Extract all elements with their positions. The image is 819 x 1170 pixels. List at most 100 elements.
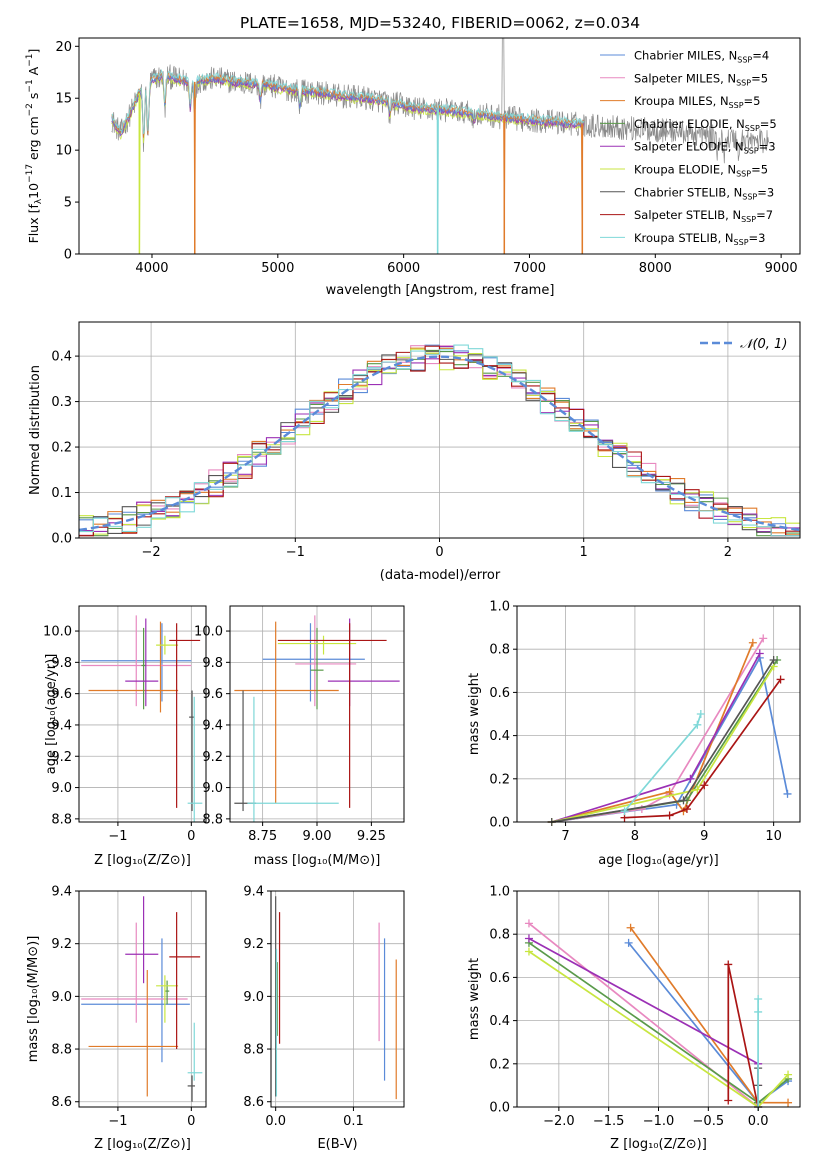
y-tick-label: 0.8 (489, 643, 510, 658)
legend-entry: Salpeter STELIB, NSSP=7 (634, 208, 773, 224)
normal-reference-curve (78, 355, 801, 532)
y-tick-label: 9.2 (243, 937, 264, 952)
x-axis-label: Z [log₁₀(Z/Z⊙)] (610, 1137, 707, 1152)
y-tick-label: 0.8 (489, 928, 510, 943)
y-tick-label: 9.4 (202, 718, 223, 733)
model-spectrum (111, 76, 584, 255)
point-marker (682, 805, 691, 814)
axes-frame (78, 890, 207, 1108)
y-tick-label: 20 (55, 40, 72, 55)
legend-entry: Chabrier ELODIE, NSSP=5 (634, 117, 777, 133)
y-tick-label: 0.0 (489, 816, 510, 831)
point-marker (784, 1098, 793, 1107)
point-marker (724, 960, 733, 969)
legend-entry: Chabrier STELIB, NSSP=3 (634, 185, 774, 201)
chart-title: PLATE=1658, MJD=53240, FIBERID=0062, z=0… (240, 14, 640, 32)
y-tick-label: 0 (64, 248, 72, 263)
y-tick-label: 0.0 (51, 532, 72, 547)
x-tick-label: 8000 (639, 261, 672, 276)
x-tick-label: −1 (108, 1114, 127, 1129)
y-tick-label: 8.8 (202, 812, 223, 827)
series-line (629, 927, 788, 1104)
point-marker (784, 1070, 793, 1079)
y-axis-label: Flux [fλ10−17 erg cm−2 s−1 A−1] (25, 49, 44, 244)
x-tick-label: −2.0 (543, 1114, 575, 1129)
y-tick-label: 9.6 (202, 687, 223, 702)
axes-frame (78, 605, 207, 823)
histograms (79, 344, 800, 537)
y-tick-label: 0.4 (489, 729, 510, 744)
point-marker (626, 923, 635, 932)
y-tick-label: 9.4 (51, 885, 72, 900)
y-tick-label: 5 (64, 196, 72, 211)
point-marker (693, 720, 702, 729)
y-tick-label: 10 (55, 144, 72, 159)
point-marker (524, 947, 533, 956)
series-line (551, 642, 754, 823)
histogram-steps (79, 344, 800, 537)
x-tick-label: 0.0 (748, 1114, 769, 1129)
point-marker (686, 774, 695, 783)
y-tick-label: 9.2 (51, 750, 72, 765)
y-tick-label: 0.3 (51, 395, 72, 410)
y-tick-label: 0.2 (489, 772, 510, 787)
y-tick-label: 9.0 (202, 781, 223, 796)
x-axis-label: (data-model)/error (380, 568, 501, 583)
x-tick-label: 0 (187, 829, 195, 844)
point-marker (755, 649, 764, 658)
y-tick-label: 9.6 (51, 687, 72, 702)
x-axis-label: mass [log₁₀(M/M⊙)] (254, 853, 381, 868)
axes-frame (270, 890, 405, 1108)
point-marker (754, 1007, 763, 1016)
point-marker (783, 789, 792, 798)
x-tick-label: 9 (700, 829, 708, 844)
point-marker (665, 787, 674, 796)
x-tick-label: 0.1 (343, 1114, 364, 1129)
x-tick-label: 9000 (765, 261, 798, 276)
x-axis-label: wavelength [Angstrom, rest frame] (326, 283, 555, 298)
x-tick-label: −1.5 (593, 1114, 625, 1129)
x-tick-label: 8.75 (248, 829, 277, 844)
x-tick-label: −1.0 (643, 1114, 675, 1129)
legend-entry: 𝒩(0, 1) (740, 337, 787, 352)
y-axis-label: mass weight (467, 958, 482, 1040)
x-tick-label: 7 (561, 829, 569, 844)
x-tick-label: 0 (187, 1114, 195, 1129)
y-tick-label: 9.0 (51, 990, 72, 1005)
y-axis-label: age [log₁₀(age/yr)] (44, 654, 59, 775)
y-tick-label: 8.8 (243, 1043, 264, 1058)
point-marker (524, 934, 533, 943)
x-tick-label: 9.00 (303, 829, 332, 844)
point-marker (665, 811, 674, 820)
y-tick-label: 9.4 (51, 718, 72, 733)
y-tick-label: 9.0 (51, 781, 72, 796)
y-tick-label: 9.8 (51, 656, 72, 671)
observed-spectrum (111, 37, 769, 164)
axes-frame (78, 37, 801, 255)
y-tick-label: 0.4 (489, 1014, 510, 1029)
point-marker (754, 995, 763, 1003)
point-marker (624, 938, 633, 947)
y-tick-label: 10.0 (43, 625, 72, 640)
legend-entry: Chabrier MILES, NSSP=4 (634, 49, 769, 65)
y-axis-label: mass [log₁₀(M/M⊙)] (26, 936, 41, 1063)
y-tick-label: 1.0 (489, 885, 510, 900)
y-tick-label: 0.0 (489, 1101, 510, 1116)
legend-entry: Kroupa ELODIE, NSSP=5 (634, 163, 768, 179)
y-tick-label: 9.2 (51, 937, 72, 952)
y-tick-label: 0.1 (51, 486, 72, 501)
x-tick-label: 2 (724, 545, 732, 560)
y-tick-label: 0.6 (489, 686, 510, 701)
axes-frame (516, 605, 801, 823)
x-tick-label: −0.5 (693, 1114, 725, 1129)
y-axis-label: mass weight (467, 673, 482, 755)
x-tick-label: 10 (765, 829, 782, 844)
point-marker (724, 1096, 733, 1105)
legend-entry: Kroupa STELIB, NSSP=3 (634, 231, 765, 247)
y-tick-label: 8.8 (51, 1043, 72, 1058)
point-marker (693, 785, 702, 794)
x-tick-label: 7000 (513, 261, 546, 276)
point-marker (696, 710, 705, 718)
x-axis-label: Z [log₁₀(Z/Z⊙)] (94, 853, 191, 868)
